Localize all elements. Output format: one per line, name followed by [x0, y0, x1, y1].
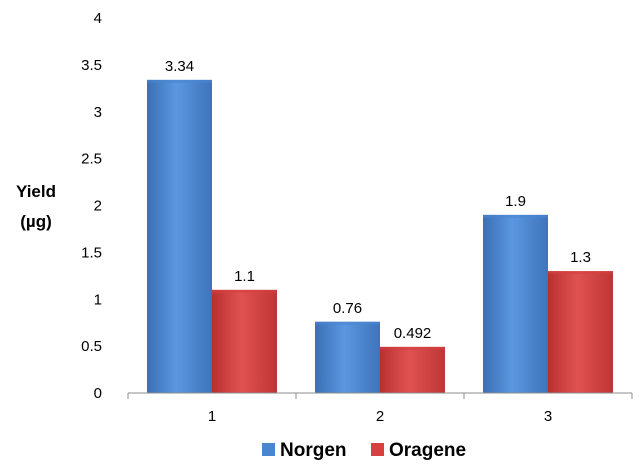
bar-norgen-1: [147, 79, 212, 393]
bar-top-highlight: [147, 79, 212, 83]
data-label-norgen-1: 3.34: [165, 58, 194, 75]
bar-top-highlight: [483, 214, 548, 218]
y-tick-label: 3.5: [81, 57, 102, 74]
y-tick-label: 0: [94, 385, 102, 402]
bar-oragene-1: [212, 289, 277, 393]
bar-oragene-2: [380, 346, 445, 393]
legend-label-norgen: Norgen: [280, 440, 347, 461]
y-tick-label: 3: [94, 104, 102, 121]
legend: Norgen Oragene: [262, 440, 466, 461]
legend-swatch-norgen: [262, 443, 275, 456]
bar-norgen-3: [483, 214, 548, 393]
x-axis-ticks: 1 2 3: [127, 393, 633, 425]
x-tick-label: 1: [208, 408, 216, 425]
x-tick-label: 2: [376, 408, 384, 425]
data-labels-group: 3.34 1.1 0.76 0.492 1.9 1.3: [165, 58, 591, 342]
legend-label-oragene: Oragene: [389, 440, 466, 461]
bar-top-highlight: [212, 289, 277, 293]
y-tick-label: 2: [94, 198, 102, 215]
bar-norgen-2: [315, 321, 380, 393]
y-tick-label: 1.5: [81, 244, 102, 261]
data-label-oragene-1: 1.1: [234, 268, 255, 285]
y-tick-label: 1: [94, 291, 102, 308]
y-tick-label: 2.5: [81, 151, 102, 168]
bar-top-highlight: [315, 321, 380, 325]
y-tick-label: 4: [94, 10, 102, 27]
y-axis-label-line-2: (µg): [20, 212, 52, 231]
legend-swatch-oragene: [371, 443, 384, 456]
y-tick-label: 0.5: [81, 338, 102, 355]
bars-group: [147, 79, 613, 393]
data-label-norgen-3: 1.9: [505, 193, 526, 210]
bar-top-highlight: [380, 346, 445, 350]
bar-oragene-3: [548, 271, 613, 393]
y-axis-ticks: 0 0.5 1 1.5 2 2.5 3 3.5 4: [81, 10, 102, 402]
data-label-oragene-2: 0.492: [394, 325, 432, 342]
data-label-oragene-3: 1.3: [570, 249, 591, 266]
data-label-norgen-2: 0.76: [333, 300, 362, 317]
y-axis-label-line-1: Yield: [16, 182, 56, 201]
bar-top-highlight: [548, 271, 613, 275]
x-tick-label: 3: [544, 408, 552, 425]
